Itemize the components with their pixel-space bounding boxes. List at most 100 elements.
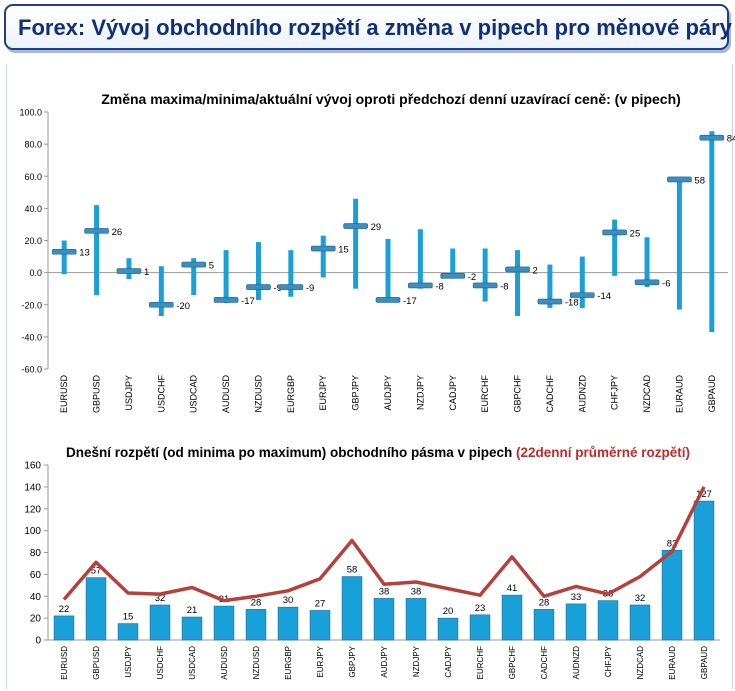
chart1-category-label: EURAUD (674, 375, 684, 414)
chart1-category-label: AUDNZD (577, 375, 587, 413)
chart2-category-label: EURGBP (284, 646, 293, 680)
chart1-y-tick-label: 0.0 (29, 268, 42, 278)
chart1-range-bar (288, 250, 294, 297)
chart1-value-label: -8 (500, 281, 508, 292)
chart1-category-label: NZDUSD (253, 375, 263, 413)
chart2-category-label: NZDJPY (412, 645, 421, 677)
chart2-category-label: NZDUSD (252, 646, 261, 680)
chart2-title: Dnešní rozpětí (od minima po maximum) ob… (66, 445, 690, 460)
chart2-bar (245, 609, 267, 641)
chart1-range-bar (94, 205, 100, 296)
chart2-average-line (62, 486, 706, 603)
chart1-range-bar (320, 235, 326, 278)
chart1-category-label: NZDJPY (415, 375, 425, 410)
chart1-category-label: NZDCAD (642, 375, 652, 413)
chart1-category-label: CADCHF (545, 374, 555, 412)
chart1-category-label: CADJPY (448, 375, 458, 411)
chart1-range-bar (612, 219, 618, 276)
chart2-category-label: AUDUSD (220, 646, 229, 680)
chart2-value-label: 58 (347, 565, 358, 576)
chart1-y-tick-label: -60.0 (21, 365, 42, 375)
chart2-title-accent: (22denní průměrné rozpětí) (516, 445, 690, 460)
chart2-value-label: 30 (283, 595, 294, 606)
chart2-value-label: 82 (667, 538, 678, 549)
chart1-category-label: GBPAUD (707, 375, 717, 413)
chart1-range-bar (450, 248, 456, 278)
chart1-category-label: CHFJPY (610, 375, 620, 410)
chart2-value-label: 20 (443, 606, 454, 617)
chart2-bar (117, 623, 139, 641)
chart1-value-label: 58 (694, 175, 705, 186)
chart1-value-label: 84 (727, 134, 735, 145)
chart1-value-label: 5 (209, 261, 214, 272)
chart1-current-marker (634, 279, 660, 286)
chart1-category-label: GBPUSD (92, 375, 102, 414)
chart1-y-tick-label: 60.0 (24, 172, 42, 182)
chart2-value-label: 57 (91, 566, 102, 577)
chart2-value-label: 27 (315, 598, 326, 609)
chart2-category-label: EURUSD (60, 646, 69, 680)
chart1-category-label: EURUSD (59, 375, 69, 414)
chart1-value-label: -8 (435, 281, 443, 292)
chart1-current-marker (472, 282, 498, 289)
chart2-y-tick-label: 20 (30, 614, 42, 625)
header-banner: Forex: Vývoj obchodního rozpětí a změna … (4, 4, 732, 50)
chart2-category-label: USDJPY (124, 645, 133, 677)
chart2-bar (309, 610, 331, 641)
chart1-category-label: AUDUSD (221, 375, 231, 414)
chart1-category-label: USDJPY (124, 375, 134, 411)
chart2-value-label: 41 (507, 583, 518, 594)
chart2-category-label: CADCHF (540, 646, 549, 679)
chart2-bar (405, 598, 427, 641)
chart2-y-tick-label: 160 (24, 461, 41, 472)
chart2-y-tick-label: 120 (24, 504, 41, 515)
chart1-current-marker (278, 284, 304, 290)
chart1-range-bar (482, 248, 488, 302)
chart2-y-tick-label: 140 (24, 482, 41, 493)
chart1-range-bar (223, 250, 229, 304)
chart1-current-marker (310, 245, 336, 252)
chart1-current-marker (51, 248, 77, 255)
chart2-value-label: 28 (539, 597, 550, 608)
chart2-y-tick-label: 80 (30, 548, 42, 559)
chart2-category-label: EURCHF (476, 646, 485, 679)
chart1-category-label: AUDJPY (383, 375, 393, 411)
chart2-category-label: GBPJPY (348, 645, 357, 677)
chart2-value-label: 28 (251, 597, 262, 608)
chart1-range-bar (61, 240, 67, 275)
chart2-bar (53, 615, 75, 641)
chart2-bar (565, 603, 587, 641)
chart2-category-label: GBPCHF (508, 646, 517, 679)
chart2-value-label: 15 (123, 612, 134, 623)
chart1-value-label: 25 (630, 228, 641, 239)
chart2-bar (501, 594, 523, 641)
chart1-value-label: 29 (371, 222, 382, 233)
chart2-category-label: NZDCAD (636, 646, 645, 680)
chart1-value-label: 1 (144, 267, 149, 278)
chart1-current-marker (213, 297, 239, 303)
chart2-bar (149, 604, 171, 641)
chart2-bar (213, 605, 235, 641)
chart1-value-label: -20 (176, 301, 190, 312)
chart1-category-label: USDCAD (189, 375, 199, 414)
chart1-current-marker (181, 261, 207, 268)
chart2-value-label: 32 (635, 593, 646, 604)
chart1-value-label: -2 (468, 272, 476, 283)
chart1-y-tick-label: -40.0 (21, 332, 42, 342)
chart2-bar (661, 550, 683, 641)
chart2-bar (85, 577, 107, 641)
chart2-value-label: 22 (59, 604, 70, 615)
chart2-bar (437, 617, 459, 641)
chart1-category-label: GBPCHF (513, 375, 523, 413)
chart2-value-label: 21 (187, 605, 198, 616)
chart2-y-tick-label: 60 (30, 570, 42, 581)
chart2-value-label: 127 (696, 489, 712, 500)
chart2-category-label: CHFJPY (604, 645, 613, 677)
chart1-category-label: GBPJPY (351, 375, 361, 411)
chart1-value-label: -6 (662, 278, 670, 289)
chart2-bar (597, 600, 619, 641)
chart1-range-bar (385, 238, 391, 300)
chart2-category-label: EURJPY (316, 645, 325, 677)
chart1-range-bar (644, 237, 650, 288)
chart2-bar (181, 616, 203, 641)
